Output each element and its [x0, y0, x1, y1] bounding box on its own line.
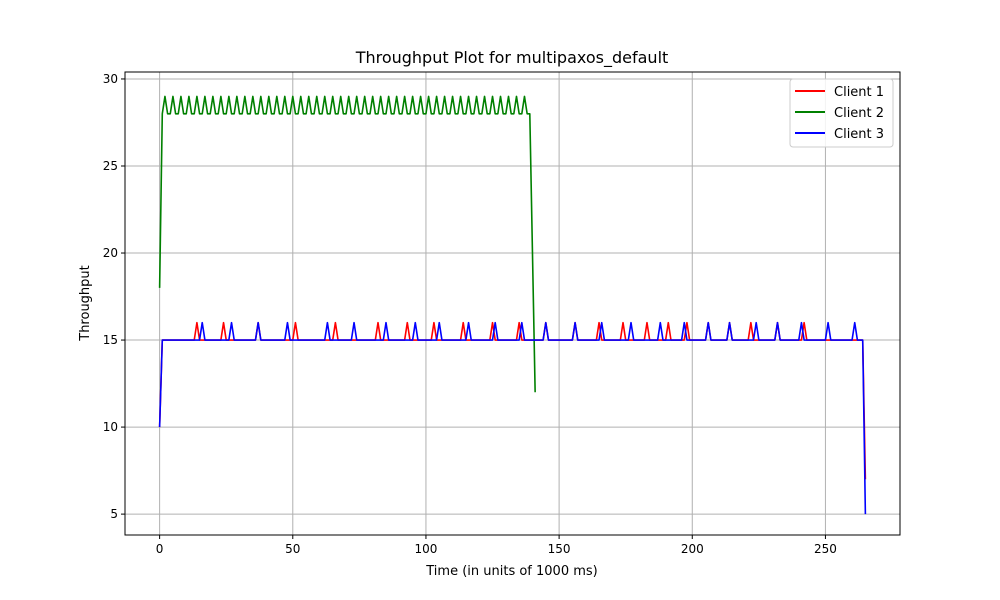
plot-frame: [124, 71, 901, 536]
x-tick-label: 0: [156, 542, 164, 556]
y-tick-label: 10: [103, 420, 118, 434]
series-layer: [158, 95, 867, 515]
y-axis-label: Throughput: [78, 265, 93, 342]
x-tick-label: 150: [548, 542, 571, 556]
x-axis-label: Time (in units of 1000 ms): [425, 564, 597, 579]
x-tick-label: 100: [414, 542, 437, 556]
y-tick-label: 30: [103, 72, 118, 86]
y-tick-label: 20: [103, 246, 118, 260]
x-tick-label: 50: [285, 542, 300, 556]
x-tick-label: 200: [681, 542, 704, 556]
y-tick-label: 25: [103, 159, 118, 173]
client-1-legend-label: Client 1: [834, 85, 884, 100]
y-tick-label: 5: [110, 507, 118, 521]
legend: Client 1 Client 2 Client 3: [789, 78, 894, 148]
tick-layer: 0 50 100 150 200 250 5 10 15 20 25 30: [103, 72, 837, 556]
chart-title: Throughput Plot for multipaxos_default: [355, 48, 669, 68]
client-3-line: [158, 321, 867, 515]
client-3-legend-label: Client 3: [834, 127, 884, 142]
y-tick-label: 15: [103, 333, 118, 347]
client-2-legend-label: Client 2: [834, 106, 884, 121]
x-tick-label: 250: [814, 542, 837, 556]
client-2-line: [158, 95, 536, 393]
legend-frame: [789, 78, 894, 148]
